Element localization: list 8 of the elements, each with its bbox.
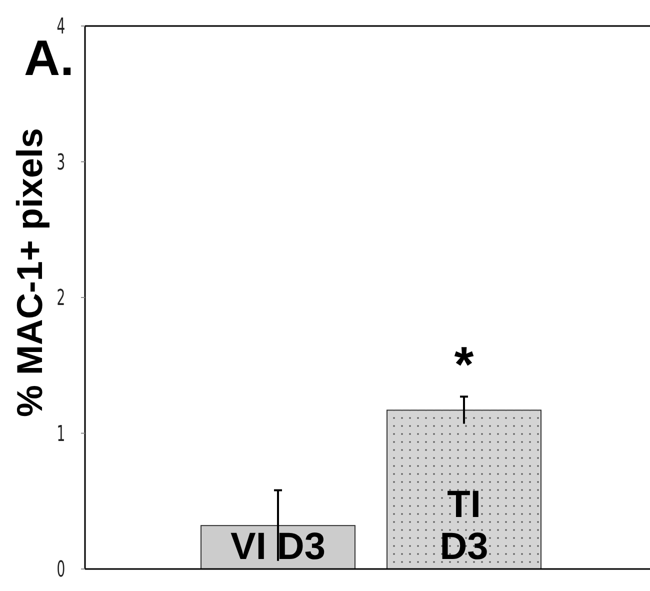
- y-tick-label: 3: [56, 150, 66, 176]
- y-axis-title: % MAC-1+ pixels: [9, 128, 50, 418]
- y-tick-label: 2: [56, 286, 66, 312]
- y-tick-label: 0: [56, 557, 66, 583]
- x-tick-label: VI D3: [230, 526, 326, 568]
- x-tick-label: TI D3: [440, 484, 488, 568]
- annotation: *: [454, 336, 474, 393]
- y-tick-label: 1: [56, 422, 66, 448]
